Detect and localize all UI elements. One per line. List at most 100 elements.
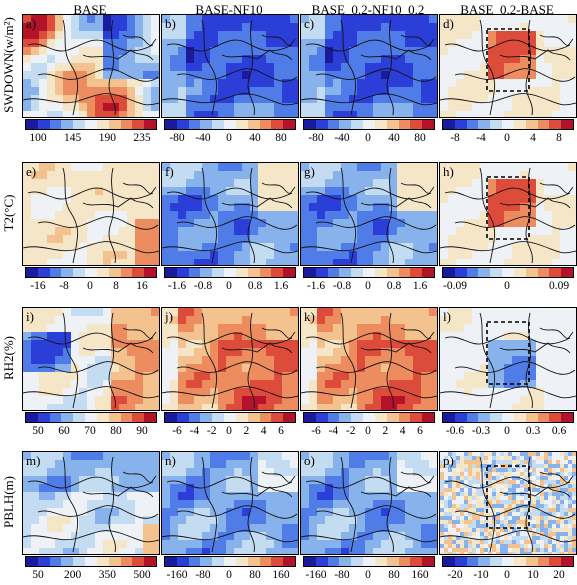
field-cell bbox=[309, 476, 318, 485]
contour-field bbox=[162, 452, 298, 554]
field-cell bbox=[357, 55, 366, 64]
contour-field bbox=[162, 163, 298, 265]
field-cell bbox=[242, 476, 251, 485]
field-cell bbox=[71, 243, 80, 252]
field-cell bbox=[95, 179, 104, 188]
field-cell bbox=[456, 520, 461, 525]
field-cell bbox=[520, 532, 525, 537]
field-cell bbox=[472, 456, 477, 461]
field-cell bbox=[520, 492, 525, 497]
colorbar-segment bbox=[351, 557, 364, 566]
field-cell bbox=[210, 476, 219, 485]
field-cell bbox=[258, 235, 267, 244]
field-cell bbox=[143, 219, 152, 228]
field-cell bbox=[413, 540, 422, 549]
field-cell bbox=[250, 71, 259, 80]
field-cell bbox=[464, 95, 473, 104]
colorbar-segment bbox=[502, 557, 514, 566]
field-cell bbox=[552, 452, 557, 457]
field-cell bbox=[274, 39, 283, 48]
field-cell bbox=[464, 396, 473, 405]
field-cell bbox=[552, 55, 561, 64]
field-cell bbox=[87, 356, 96, 365]
field-cell bbox=[47, 79, 56, 88]
field-cell bbox=[357, 103, 366, 112]
field-cell bbox=[250, 79, 259, 88]
field-cell bbox=[536, 79, 545, 88]
field-cell bbox=[23, 163, 32, 172]
field-cell bbox=[544, 364, 553, 373]
field-cell bbox=[536, 171, 545, 180]
field-cell bbox=[504, 187, 513, 196]
map-panel: n) bbox=[161, 451, 299, 555]
field-cell bbox=[135, 548, 144, 554]
field-cell bbox=[560, 211, 569, 220]
field-cell bbox=[456, 532, 461, 537]
field-cell bbox=[528, 476, 533, 481]
field-cell bbox=[111, 460, 120, 469]
field-cell bbox=[23, 516, 32, 525]
field-cell bbox=[405, 211, 414, 220]
field-cell bbox=[536, 460, 541, 465]
field-cell bbox=[460, 484, 465, 489]
field-cell bbox=[103, 316, 112, 325]
field-cell bbox=[242, 516, 251, 525]
field-cell bbox=[468, 528, 473, 533]
field-cell bbox=[468, 492, 473, 497]
field-cell bbox=[540, 472, 545, 477]
field-cell bbox=[333, 316, 342, 325]
field-cell bbox=[440, 55, 449, 64]
field-cell bbox=[476, 508, 481, 513]
field-cell bbox=[464, 171, 473, 180]
field-cell bbox=[341, 452, 350, 461]
field-cell bbox=[333, 235, 342, 244]
tick-label: 60 bbox=[58, 425, 70, 437]
field-cell bbox=[111, 71, 120, 80]
colorbar-segment bbox=[73, 413, 86, 422]
field-cell bbox=[460, 472, 465, 477]
field-cell bbox=[111, 31, 120, 40]
field-cell bbox=[516, 528, 521, 533]
field-cell bbox=[266, 364, 275, 373]
field-cell bbox=[258, 211, 267, 220]
field-cell bbox=[162, 203, 171, 212]
colorbar-segment bbox=[363, 413, 375, 422]
field-cell bbox=[349, 452, 358, 461]
field-cell bbox=[333, 500, 342, 509]
panel-letter: m) bbox=[26, 453, 41, 468]
field-cell bbox=[55, 476, 64, 485]
field-cell bbox=[512, 536, 517, 541]
field-cell bbox=[250, 171, 259, 180]
field-cell bbox=[143, 324, 152, 333]
field-cell bbox=[373, 259, 382, 265]
colorbar-segment bbox=[513, 557, 526, 566]
field-cell bbox=[448, 87, 457, 96]
field-cell bbox=[274, 388, 283, 397]
field-cell bbox=[95, 460, 104, 469]
field-cell bbox=[71, 316, 80, 325]
field-cell bbox=[258, 524, 267, 533]
field-cell bbox=[178, 468, 187, 477]
contour-field bbox=[301, 15, 437, 117]
field-cell bbox=[79, 500, 88, 509]
field-cell bbox=[135, 203, 144, 212]
field-cell bbox=[504, 211, 513, 220]
field-cell bbox=[23, 179, 32, 188]
field-cell bbox=[429, 348, 437, 357]
field-cell bbox=[266, 251, 275, 260]
field-cell bbox=[71, 532, 80, 541]
field-cell bbox=[79, 15, 88, 24]
field-cell bbox=[317, 316, 326, 325]
field-cell bbox=[476, 468, 481, 473]
field-cell bbox=[476, 488, 481, 493]
field-cell bbox=[274, 548, 283, 554]
field-cell bbox=[250, 324, 259, 333]
field-cell bbox=[274, 63, 283, 72]
colorbar-segment bbox=[398, 413, 411, 422]
tick-label: 8 bbox=[556, 132, 562, 144]
field-cell bbox=[476, 528, 481, 533]
field-cell bbox=[111, 492, 120, 501]
field-cell bbox=[111, 532, 120, 541]
field-cell bbox=[512, 552, 517, 554]
field-cell bbox=[151, 524, 159, 533]
